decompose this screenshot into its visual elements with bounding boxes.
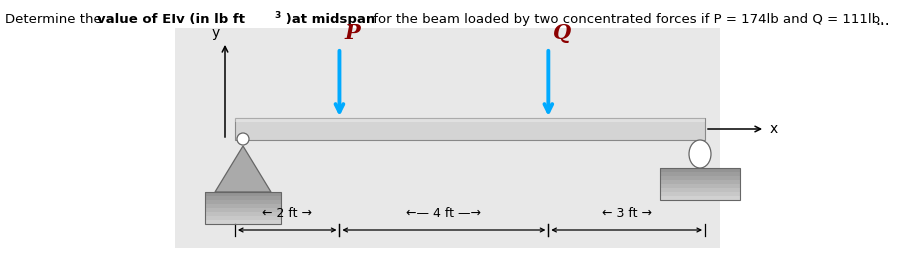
Bar bbox=[660, 192, 740, 196]
Bar bbox=[205, 192, 281, 196]
Bar bbox=[205, 212, 281, 216]
Bar bbox=[205, 220, 281, 224]
Text: ...: ... bbox=[875, 13, 890, 28]
Text: x: x bbox=[770, 122, 778, 136]
Text: 3: 3 bbox=[274, 11, 280, 20]
Text: )at midspan: )at midspan bbox=[281, 13, 375, 26]
Bar bbox=[660, 188, 740, 192]
Bar bbox=[235, 118, 705, 140]
Bar bbox=[660, 168, 740, 172]
Bar bbox=[660, 184, 740, 188]
Bar bbox=[205, 192, 281, 224]
Text: value of EIv (in lb ft: value of EIv (in lb ft bbox=[97, 13, 245, 26]
Bar bbox=[205, 208, 281, 212]
Text: y: y bbox=[212, 26, 220, 40]
Bar bbox=[660, 172, 740, 176]
Bar bbox=[660, 196, 740, 200]
Bar bbox=[205, 216, 281, 220]
Bar bbox=[660, 180, 740, 184]
Bar bbox=[235, 118, 705, 122]
Text: ← 2 ft →: ← 2 ft → bbox=[262, 207, 313, 220]
Ellipse shape bbox=[689, 140, 711, 168]
Circle shape bbox=[237, 133, 249, 145]
Bar bbox=[205, 200, 281, 204]
Text: P: P bbox=[344, 23, 361, 43]
Text: ←— 4 ft —→: ←— 4 ft —→ bbox=[407, 207, 481, 220]
Text: Determine the: Determine the bbox=[5, 13, 106, 26]
Polygon shape bbox=[215, 146, 271, 192]
Bar bbox=[660, 168, 740, 200]
Bar bbox=[205, 204, 281, 208]
Text: ← 3 ft →: ← 3 ft → bbox=[602, 207, 651, 220]
Bar bbox=[660, 176, 740, 180]
Text: Q: Q bbox=[554, 23, 572, 43]
Bar bbox=[175, 28, 720, 248]
Bar bbox=[205, 196, 281, 200]
Text: for the beam loaded by two concentrated forces if P = 174lb and Q = 111lb.: for the beam loaded by two concentrated … bbox=[369, 13, 884, 26]
